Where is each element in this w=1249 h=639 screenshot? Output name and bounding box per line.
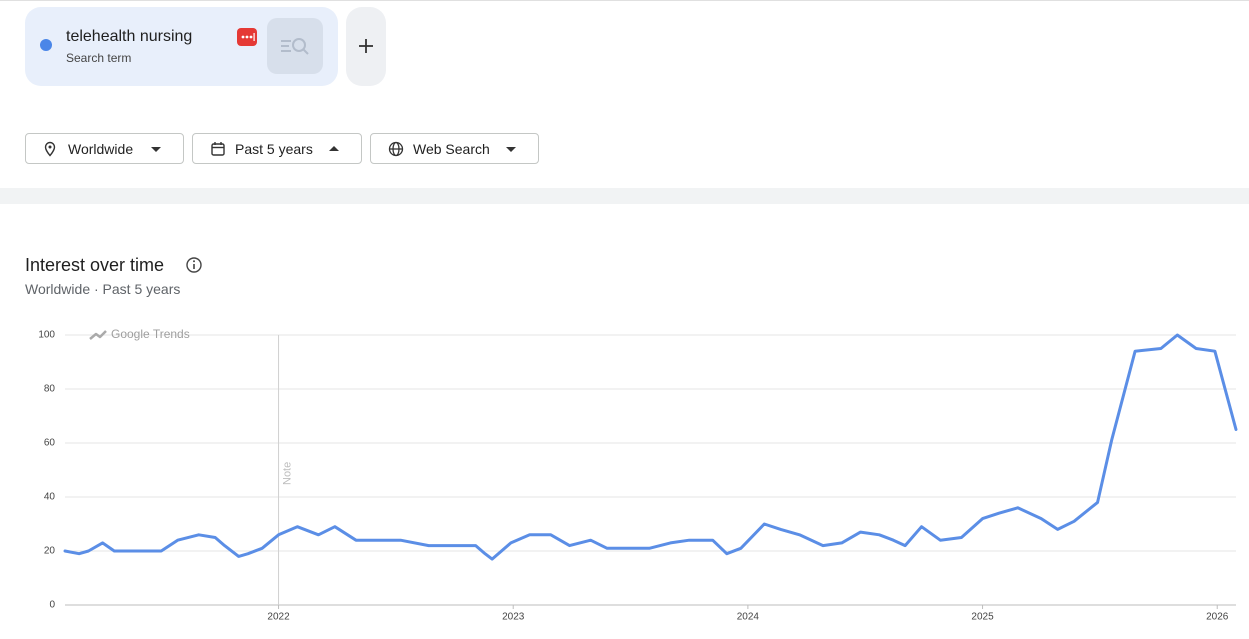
property-filter[interactable]: Web Search xyxy=(370,133,539,164)
location-filter[interactable]: Worldwide xyxy=(25,133,184,164)
filter-label: Web Search xyxy=(413,141,490,157)
dropdown-arrow xyxy=(329,146,339,151)
top-border xyxy=(0,0,1249,1)
search-term-card[interactable]: telehealth nursing Search term xyxy=(25,7,338,86)
globe-icon xyxy=(388,141,404,157)
note-label: Note xyxy=(281,462,293,485)
add-term-button[interactable] xyxy=(346,7,386,86)
trend-line xyxy=(63,333,1238,561)
x-tick-label: 2025 xyxy=(971,612,994,623)
filter-label: Past 5 years xyxy=(235,141,313,157)
pin-icon xyxy=(44,141,56,157)
term-name: telehealth nursing xyxy=(66,28,193,45)
calendar-icon xyxy=(211,142,225,156)
dropdown-arrow xyxy=(151,147,161,152)
dropdown-arrow xyxy=(506,147,516,152)
section-subtitle: Worldwide · Past 5 years xyxy=(25,281,181,297)
term-type: Search term xyxy=(66,51,132,65)
watermark: Google Trends xyxy=(111,327,190,341)
y-tick-label: 80 xyxy=(44,384,56,395)
x-tick-label: 2026 xyxy=(1206,612,1229,623)
info-icon[interactable] xyxy=(185,256,203,274)
watermark-icon xyxy=(89,330,107,340)
series-dot xyxy=(40,39,52,51)
compare-button[interactable] xyxy=(267,18,323,74)
x-tick-label: 2024 xyxy=(737,612,760,623)
y-tick-label: 0 xyxy=(49,600,55,611)
y-tick-label: 60 xyxy=(44,438,56,449)
y-tick-label: 40 xyxy=(44,492,56,503)
y-tick-label: 20 xyxy=(44,546,56,557)
menu-icon[interactable] xyxy=(237,28,257,46)
plus-icon xyxy=(359,39,373,53)
divider-band xyxy=(0,188,1249,204)
time-filter[interactable]: Past 5 years xyxy=(192,133,362,164)
x-tick-label: 2022 xyxy=(267,612,290,623)
chart: 0 20 40 60 80 100 2022 2023 2024 2025 2026 Note Goog… xyxy=(38,327,1238,623)
section-title: Interest over time xyxy=(25,255,165,275)
y-tick-label: 100 xyxy=(38,330,55,341)
search-icon xyxy=(281,38,309,55)
x-tick-label: 2023 xyxy=(502,612,525,623)
filter-label: Worldwide xyxy=(68,141,134,157)
